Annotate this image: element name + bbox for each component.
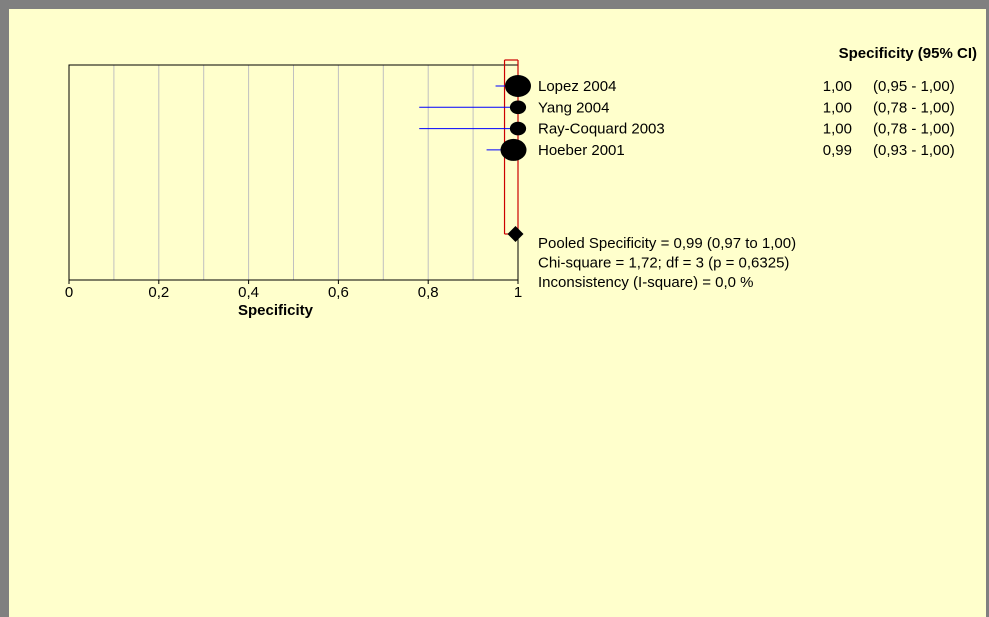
stats-line: Inconsistency (I-square) = 0,0 %: [538, 274, 754, 291]
study-point: [505, 75, 531, 97]
x-tick-label: 0: [65, 284, 73, 301]
study-ci: (0,95 - 1,00): [873, 78, 955, 95]
x-tick-label: 0,6: [328, 284, 349, 301]
ci-column-header: Specificity (95% CI): [839, 45, 977, 62]
study-ci: (0,78 - 1,00): [873, 121, 955, 138]
study-name: Ray-Coquard 2003: [538, 121, 665, 138]
x-tick-label: 1: [514, 284, 522, 301]
study-estimate: 1,00: [823, 121, 852, 138]
study-point: [500, 138, 527, 161]
grid-lines: [113, 65, 474, 280]
x-tick-label: 0,8: [418, 284, 439, 301]
study-name: Hoeber 2001: [538, 142, 625, 159]
study-ci: (0,93 - 1,00): [873, 142, 955, 159]
study-ci: (0,78 - 1,00): [873, 99, 955, 116]
study-estimate: 1,00: [823, 78, 852, 95]
study-name: Yang 2004: [538, 99, 609, 116]
study-point: [509, 100, 527, 115]
study-estimate: 0,99: [823, 142, 852, 159]
x-axis-label: Specificity: [238, 302, 314, 319]
pooled-statistics: Pooled Specificity = 0,99 (0,97 to 1,00)…: [538, 235, 796, 291]
x-tick-label: 0,4: [238, 284, 259, 301]
stats-line: Pooled Specificity = 0,99 (0,97 to 1,00): [538, 235, 796, 252]
study-point: [509, 121, 527, 136]
study-rows: Lopez 2004 1,00 (0,95 - 1,00) Yang 2004 1,00…: [419, 75, 955, 161]
x-axis-ticks: 0 0,2 0,4 0,6 0,8 1: [65, 280, 522, 301]
stats-line: Chi-square = 1,72; df = 3 (p = 0,6325): [538, 255, 789, 272]
study-estimate: 1,00: [823, 99, 852, 116]
study-name: Lopez 2004: [538, 78, 616, 95]
pooled-estimate-diamond: [507, 226, 524, 242]
x-tick-label: 0,2: [148, 284, 169, 301]
